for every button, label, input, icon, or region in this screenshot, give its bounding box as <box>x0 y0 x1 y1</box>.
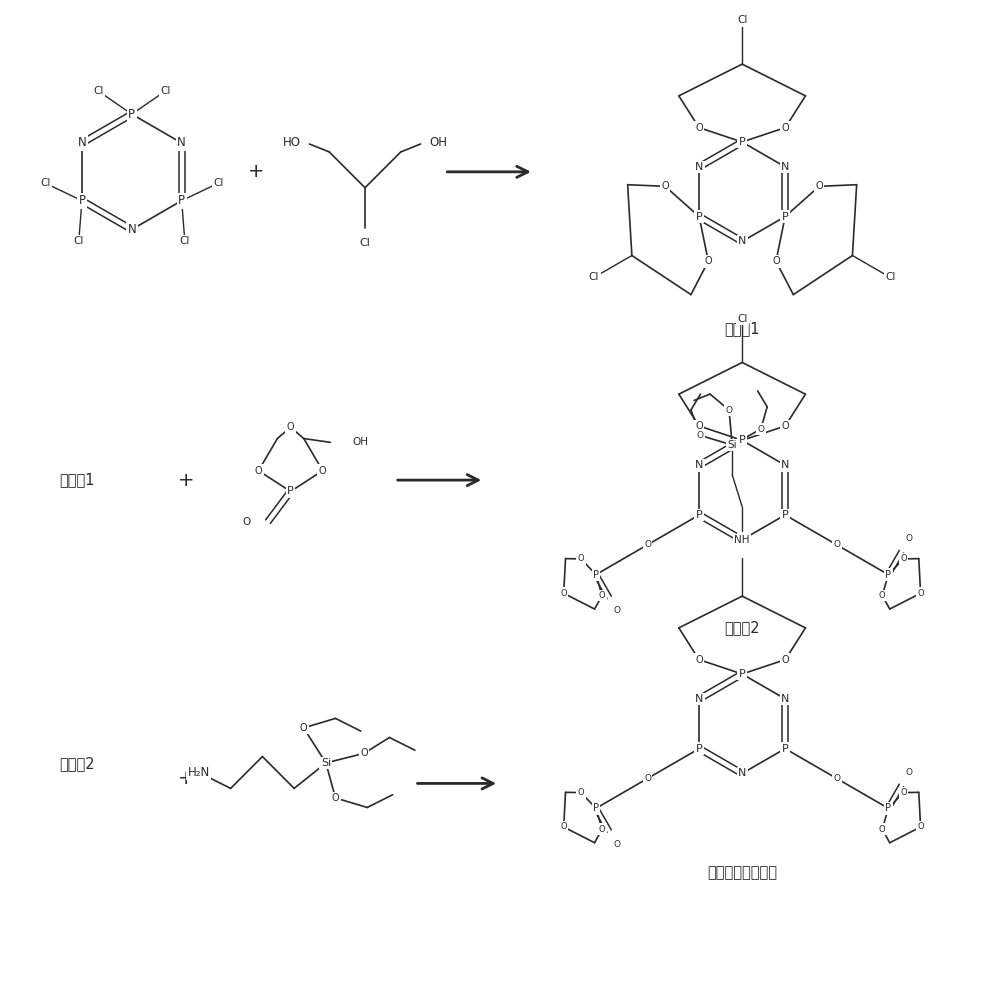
Text: Cl: Cl <box>737 314 748 324</box>
Text: O: O <box>662 181 669 191</box>
Text: O: O <box>561 822 567 831</box>
Text: O: O <box>905 534 912 543</box>
Text: P: P <box>739 435 746 445</box>
Text: O: O <box>781 655 789 665</box>
Text: N: N <box>738 535 747 545</box>
Text: Si: Si <box>728 440 738 450</box>
Text: P: P <box>885 803 891 813</box>
Text: O: O <box>905 768 912 777</box>
Text: Si: Si <box>320 758 331 768</box>
Text: N: N <box>695 162 704 172</box>
Text: +: + <box>248 162 264 181</box>
Text: P: P <box>696 510 703 520</box>
Text: O: O <box>833 540 840 549</box>
Text: O: O <box>917 589 924 598</box>
Text: O: O <box>772 256 779 266</box>
Text: Cl: Cl <box>93 86 104 96</box>
Text: P: P <box>287 486 294 496</box>
Text: Cl: Cl <box>359 238 370 248</box>
Text: Cl: Cl <box>885 272 895 282</box>
Text: O: O <box>578 788 584 797</box>
Text: O: O <box>879 825 885 834</box>
Text: Cl: Cl <box>160 86 171 96</box>
Text: O: O <box>833 774 840 783</box>
Text: O: O <box>613 840 620 849</box>
Text: P: P <box>696 744 703 754</box>
Text: O: O <box>599 591 606 600</box>
Text: P: P <box>593 803 599 813</box>
Text: N: N <box>695 460 704 470</box>
Text: O: O <box>815 181 823 191</box>
Text: P: P <box>781 510 788 520</box>
Text: O: O <box>705 256 713 266</box>
Text: N: N <box>738 236 747 246</box>
Text: O: O <box>578 554 584 563</box>
Text: O: O <box>696 655 703 665</box>
Text: 中间体1: 中间体1 <box>60 473 95 488</box>
Text: N: N <box>178 136 186 149</box>
Text: Cl: Cl <box>74 236 84 246</box>
Text: P: P <box>781 212 788 222</box>
Text: O: O <box>561 589 567 598</box>
Text: O: O <box>726 406 733 415</box>
Text: O: O <box>900 554 907 563</box>
Text: O: O <box>757 425 764 434</box>
Text: 中间体2: 中间体2 <box>725 620 759 635</box>
Text: O: O <box>917 822 924 831</box>
Text: O: O <box>299 723 307 733</box>
Text: O: O <box>331 793 339 803</box>
Text: O: O <box>696 123 703 133</box>
Text: Cl: Cl <box>737 15 748 25</box>
Text: P: P <box>781 744 788 754</box>
Text: P: P <box>696 212 703 222</box>
Text: O: O <box>696 421 703 431</box>
Text: O: O <box>286 422 294 432</box>
Text: N: N <box>128 223 136 236</box>
Text: P: P <box>739 669 746 679</box>
Text: P: P <box>129 108 136 121</box>
Text: P: P <box>885 570 891 580</box>
Text: O: O <box>254 466 262 476</box>
Text: 中间体2: 中间体2 <box>60 756 95 771</box>
Text: OH: OH <box>429 135 447 148</box>
Text: +: + <box>178 471 195 490</box>
Text: O: O <box>644 540 651 549</box>
Text: N: N <box>695 694 704 704</box>
Text: P: P <box>739 137 746 147</box>
Text: P: P <box>79 194 86 207</box>
Text: O: O <box>318 466 326 476</box>
Text: O: O <box>644 774 651 783</box>
Text: 含磷硅氧烷中间体: 含磷硅氧烷中间体 <box>708 865 777 880</box>
Text: O: O <box>900 788 907 797</box>
Text: O: O <box>613 606 620 615</box>
Text: N: N <box>738 768 747 778</box>
Text: N: N <box>781 460 789 470</box>
Text: OH: OH <box>352 437 368 447</box>
Text: O: O <box>360 748 368 758</box>
Text: P: P <box>593 570 599 580</box>
Text: N: N <box>781 162 789 172</box>
Text: Cl: Cl <box>180 236 190 246</box>
Text: N: N <box>78 136 86 149</box>
Text: Cl: Cl <box>213 178 224 188</box>
Text: O: O <box>697 431 704 440</box>
Text: P: P <box>179 194 186 207</box>
Text: 中间体1: 中间体1 <box>725 321 759 336</box>
Text: HO: HO <box>282 135 300 148</box>
Text: N: N <box>781 694 789 704</box>
Text: O: O <box>781 421 789 431</box>
Text: O: O <box>781 123 789 133</box>
Text: O: O <box>879 591 885 600</box>
Text: +: + <box>178 769 195 788</box>
Text: O: O <box>242 517 250 527</box>
Text: H₂N: H₂N <box>188 766 210 779</box>
Text: NH: NH <box>735 535 749 545</box>
Text: O: O <box>599 825 606 834</box>
Text: Cl: Cl <box>589 272 599 282</box>
Text: Cl: Cl <box>40 178 51 188</box>
